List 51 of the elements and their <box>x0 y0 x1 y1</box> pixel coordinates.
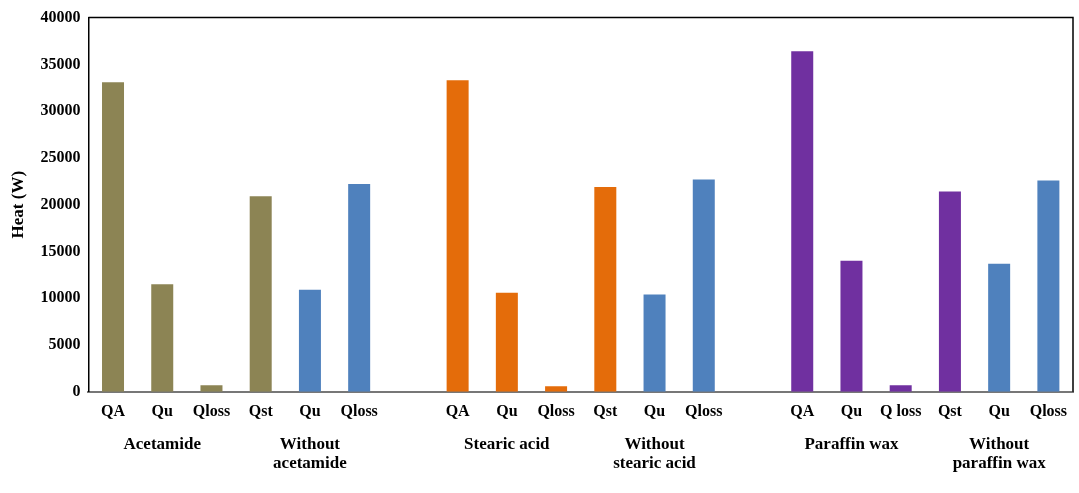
bar <box>249 196 272 392</box>
bar <box>298 289 321 392</box>
y-tick-label: 35000 <box>40 54 81 72</box>
x-tick-label: Qloss <box>1029 401 1068 419</box>
bar <box>1037 180 1060 392</box>
y-tick-label: 15000 <box>40 241 81 259</box>
bar <box>889 385 912 392</box>
y-tick-label: 25000 <box>40 148 81 166</box>
bar <box>446 80 469 392</box>
x-tick-label: Q loss <box>880 401 922 419</box>
bar <box>151 284 174 392</box>
x-tick-label: Qst <box>248 401 274 419</box>
x-tick-label: Qu <box>151 401 174 419</box>
y-tick-label: 20000 <box>40 194 81 212</box>
y-tick-label: 0 <box>72 381 81 399</box>
text: Paraffin wax <box>803 433 900 453</box>
x-tick-label: QA <box>790 401 815 419</box>
bar <box>988 263 1011 392</box>
bar <box>200 385 223 392</box>
bar <box>102 82 125 392</box>
x-tick-label: Qu <box>840 401 863 419</box>
y-tick-label: 5000 <box>48 335 81 353</box>
x-tick-label: Qloss <box>685 401 723 419</box>
text: Without acetamide <box>272 433 348 472</box>
bar <box>840 260 863 392</box>
y-tick-label: 30000 <box>40 101 81 119</box>
text: Acetamide <box>122 433 202 453</box>
text: Stearic acid <box>463 433 551 453</box>
bar <box>348 184 371 392</box>
bar <box>692 179 715 392</box>
x-tick-label: Qloss <box>340 401 378 419</box>
text: Without stearic acid <box>612 433 697 472</box>
y-axis-title: Heat (W) <box>7 170 27 239</box>
bar <box>791 51 814 392</box>
x-tick-label: QA <box>445 401 471 419</box>
x-tick-label: Qst <box>937 401 963 419</box>
x-tick-label: Qst <box>593 401 618 419</box>
x-tick-label: Qu <box>988 401 1010 419</box>
bar <box>643 294 666 392</box>
text: Without paraffin wax <box>951 433 1047 472</box>
x-tick-label: Qu <box>496 401 518 419</box>
x-tick-label: QA <box>101 401 126 419</box>
x-tick-label: Qu <box>299 401 321 419</box>
x-tick-label: Qloss <box>537 401 575 419</box>
y-tick-label: 40000 <box>40 7 81 25</box>
bar <box>495 292 518 392</box>
y-tick-label: 10000 <box>40 288 81 306</box>
x-tick-label: Qu <box>643 401 666 419</box>
bar <box>938 191 961 392</box>
x-tick-label: Qloss <box>192 401 231 419</box>
bar <box>594 186 617 392</box>
